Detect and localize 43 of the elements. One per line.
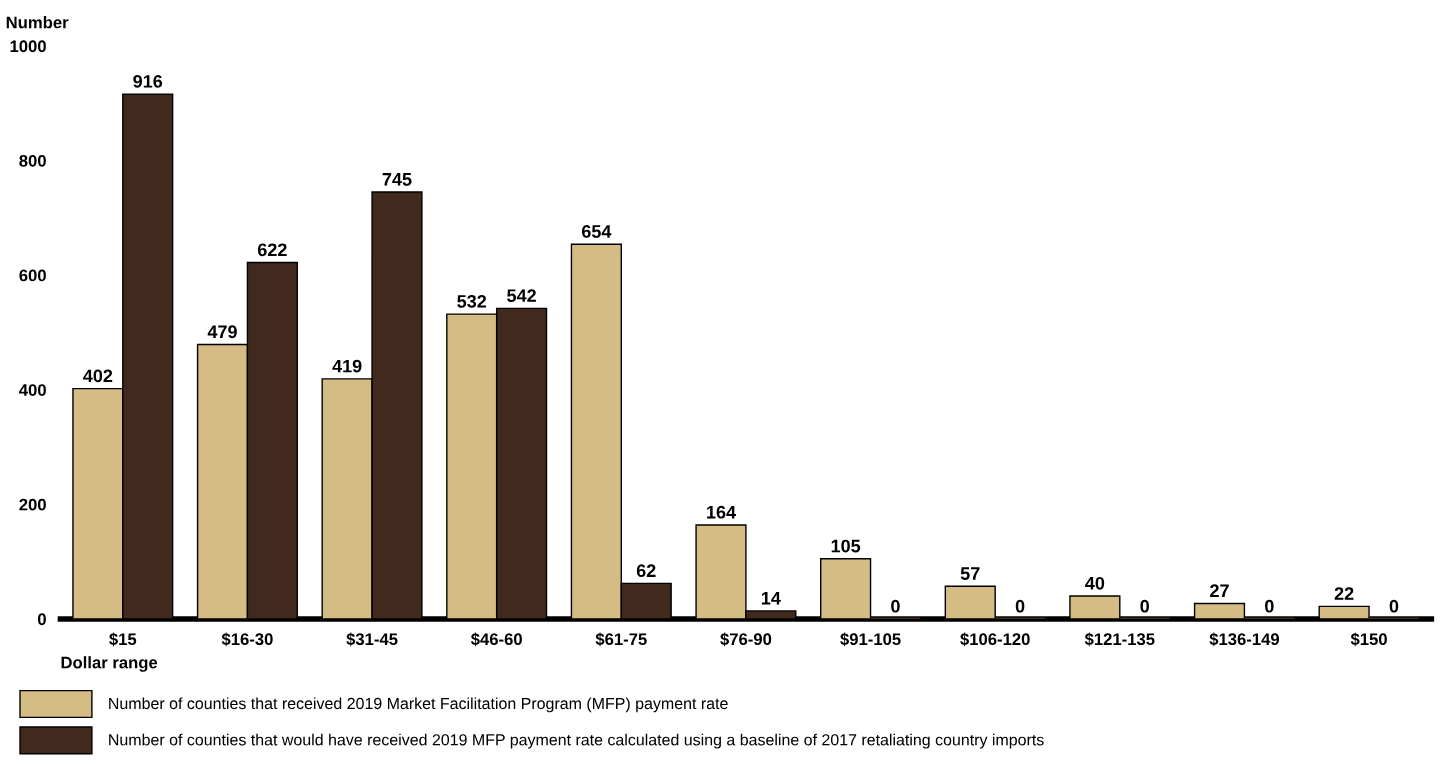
x-tick-label: $150 <box>1350 632 1387 647</box>
x-tick-label: $61-75 <box>595 632 647 647</box>
data-label: 105 <box>831 539 861 553</box>
data-label: 0 <box>1265 599 1274 613</box>
y-tick-label: 1000 <box>10 40 46 53</box>
data-label: 57 <box>960 567 980 580</box>
data-label: 0 <box>1015 599 1025 613</box>
x-tick-label: $31-45 <box>346 632 398 647</box>
data-label: 402 <box>83 369 113 383</box>
y-tick-label: 0 <box>37 613 46 626</box>
data-label: 622 <box>257 243 287 257</box>
y-tick-label: 400 <box>19 384 46 396</box>
x-tick-label: $91-105 <box>840 632 901 647</box>
x-axis-title: Dollar range <box>61 656 158 672</box>
x-tick-label: $121-135 <box>1084 632 1155 647</box>
y-axis-title: Number <box>6 16 69 29</box>
data-label: 916 <box>133 74 163 88</box>
data-label: 419 <box>332 359 362 373</box>
legend-label: Number of counties that received 2019 Market Facilitation Program (MFP) payment rate <box>109 697 728 713</box>
data-label: 0 <box>1389 599 1399 613</box>
data-label: 14 <box>761 591 781 605</box>
data-label: 532 <box>457 294 487 308</box>
x-tick-label: $15 <box>109 632 137 647</box>
y-tick-label: 800 <box>19 154 46 167</box>
x-tick-label: $76-90 <box>720 632 772 647</box>
x-tick-label: $16-30 <box>221 632 273 647</box>
data-label: 22 <box>1334 587 1354 600</box>
data-label: 0 <box>891 599 900 613</box>
x-tick-label: $106-120 <box>960 632 1030 647</box>
data-label: 0 <box>1140 599 1149 613</box>
data-label: 479 <box>207 325 237 339</box>
data-label: 745 <box>382 173 412 186</box>
data-label: 27 <box>1210 584 1229 597</box>
legend-label: Number of counties that would have received 2019 MFP payment rate calculated using a baseline of 2017 retaliating country imports <box>109 733 1044 749</box>
data-label: 62 <box>636 564 656 578</box>
y-tick-label: 200 <box>19 498 46 511</box>
data-label: 542 <box>507 289 536 303</box>
y-tick-label: 600 <box>19 269 46 282</box>
data-label: 164 <box>707 505 736 519</box>
data-label: 40 <box>1085 576 1105 590</box>
data-label: 654 <box>581 225 612 238</box>
x-tick-label: $136-149 <box>1209 632 1280 647</box>
x-tick-label: $46-60 <box>470 632 522 647</box>
